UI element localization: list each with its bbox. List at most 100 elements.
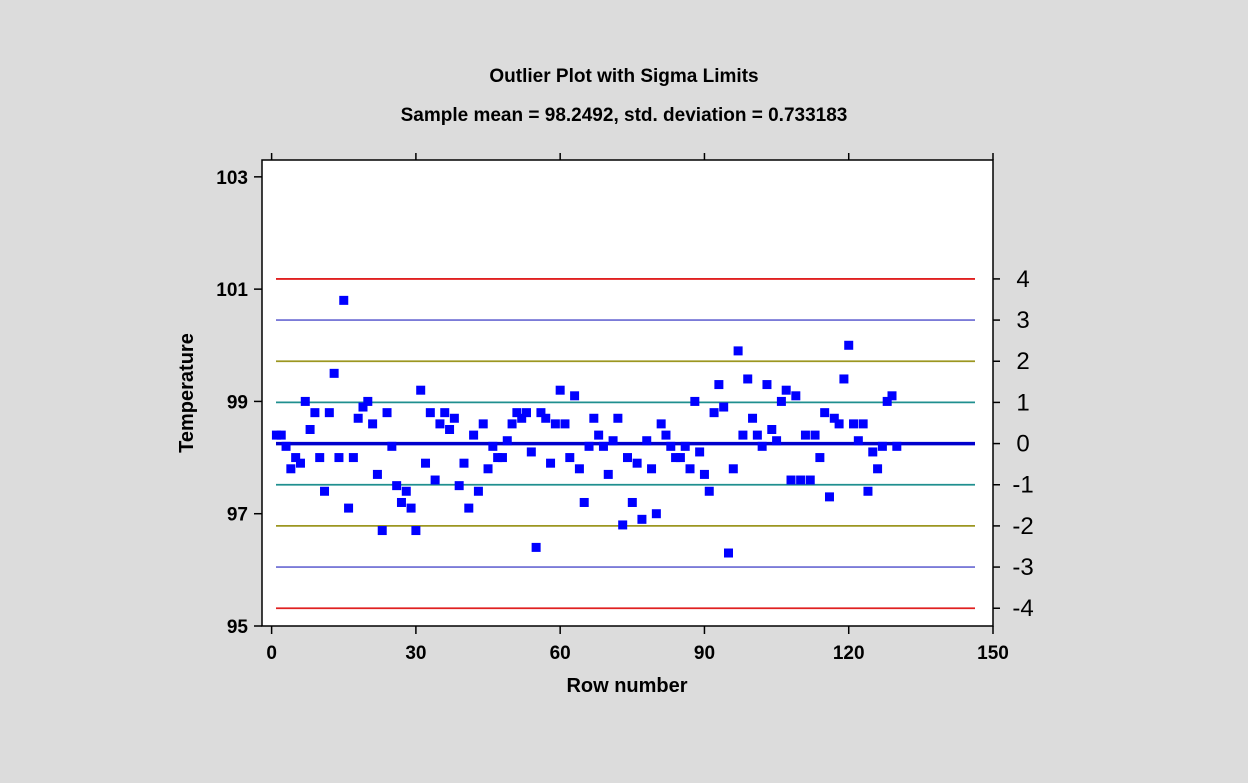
data-point [666, 441, 676, 451]
data-point [709, 408, 719, 418]
data-point [329, 368, 339, 378]
data-point [820, 408, 830, 418]
data-point [473, 486, 483, 496]
data-point [699, 469, 709, 479]
data-point [276, 430, 286, 440]
data-point [671, 453, 681, 463]
data-point [565, 453, 575, 463]
data-point [512, 408, 522, 418]
chart-title: Outlier Plot with Sigma Limits [489, 66, 758, 87]
data-point [834, 419, 844, 429]
data-point [815, 453, 825, 463]
data-point [570, 391, 580, 401]
data-point [334, 453, 344, 463]
data-point [416, 385, 426, 395]
data-point [613, 413, 623, 423]
data-point [685, 464, 695, 474]
data-points [271, 295, 902, 558]
data-point [574, 464, 584, 474]
data-point [868, 447, 878, 457]
data-point [772, 436, 782, 446]
data-point [320, 486, 330, 496]
data-point [743, 374, 753, 384]
x-tick-label: 150 [977, 643, 1009, 664]
y-axis: 95 97 99 101 103 [216, 168, 262, 638]
x-tick-label: 120 [833, 643, 865, 664]
data-point [271, 430, 281, 440]
data-point [882, 396, 892, 406]
data-point [286, 464, 296, 474]
data-point [752, 430, 762, 440]
data-point [464, 503, 474, 513]
data-point [853, 436, 863, 446]
data-point [849, 419, 859, 429]
data-point [661, 430, 671, 440]
x-tick-label: 90 [694, 643, 715, 664]
data-point [555, 385, 565, 395]
data-point [873, 464, 883, 474]
data-point [459, 458, 469, 468]
data-point [824, 492, 834, 502]
data-point [344, 503, 354, 513]
data-point [445, 424, 455, 434]
data-point [844, 340, 854, 350]
data-point [829, 413, 839, 423]
data-point [589, 413, 599, 423]
y-tick-label: 99 [227, 392, 248, 413]
y-axis-label: Temperature [176, 333, 198, 453]
x-tick-label: 0 [266, 643, 277, 664]
chart-subtitle: Sample mean = 98.2492, std. deviation = … [401, 105, 848, 126]
data-point [642, 436, 652, 446]
data-point [440, 408, 450, 418]
data-point [315, 453, 325, 463]
data-point [541, 413, 551, 423]
data-point [877, 441, 887, 451]
data-point [281, 441, 291, 451]
data-point [493, 453, 503, 463]
data-point [488, 441, 498, 451]
data-point [800, 430, 810, 440]
data-point [584, 441, 594, 451]
data-point [300, 396, 310, 406]
data-point [324, 408, 334, 418]
data-point [425, 408, 435, 418]
data-point [690, 396, 700, 406]
data-point [517, 413, 527, 423]
sigma-tick-label: -2 [1012, 513, 1033, 540]
data-point [704, 486, 714, 496]
sigma-tick-label: -4 [1012, 595, 1033, 622]
data-point [392, 481, 402, 491]
data-point [310, 408, 320, 418]
data-point [522, 408, 532, 418]
data-point [733, 346, 743, 356]
data-point [598, 441, 608, 451]
data-point [291, 453, 301, 463]
data-point [531, 542, 541, 552]
data-point [368, 419, 378, 429]
data-point [637, 514, 647, 524]
data-point [507, 419, 517, 429]
data-point [483, 464, 493, 474]
data-point [791, 391, 801, 401]
data-point [546, 458, 556, 468]
x-axis: 0 30 60 90 120 150 [266, 153, 1009, 664]
data-point [372, 469, 382, 479]
data-point [497, 453, 507, 463]
data-point [762, 380, 772, 390]
data-point [776, 396, 786, 406]
x-tick-label: 30 [405, 643, 426, 664]
data-point [723, 548, 733, 558]
data-point [469, 430, 479, 440]
data-point [796, 475, 806, 485]
y-tick-label: 103 [216, 168, 248, 189]
data-point [594, 430, 604, 440]
data-point [675, 453, 685, 463]
data-point [719, 402, 729, 412]
sigma-tick-label: -3 [1012, 554, 1033, 581]
data-point [603, 469, 613, 479]
data-point [295, 458, 305, 468]
data-point [892, 441, 902, 451]
y-tick-label: 97 [227, 505, 248, 526]
data-point [449, 413, 459, 423]
data-point [550, 419, 560, 429]
